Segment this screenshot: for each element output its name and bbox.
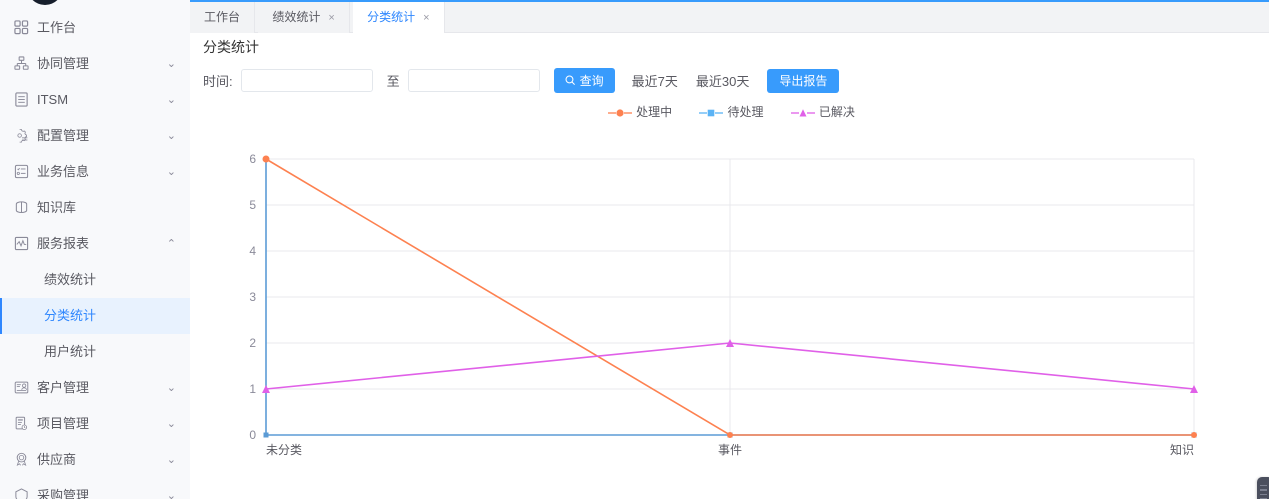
svg-text:1: 1 (249, 382, 256, 396)
svg-text:3: 3 (249, 290, 256, 304)
svg-text:6: 6 (249, 152, 256, 166)
svg-text:4: 4 (249, 244, 256, 258)
svg-text:5: 5 (249, 198, 256, 212)
svg-text:未分类: 未分类 (266, 443, 302, 457)
svg-text:事件: 事件 (718, 443, 742, 457)
svg-text:知识: 知识 (1170, 443, 1194, 457)
svg-text:0: 0 (249, 428, 256, 442)
svg-text:2: 2 (249, 336, 256, 350)
